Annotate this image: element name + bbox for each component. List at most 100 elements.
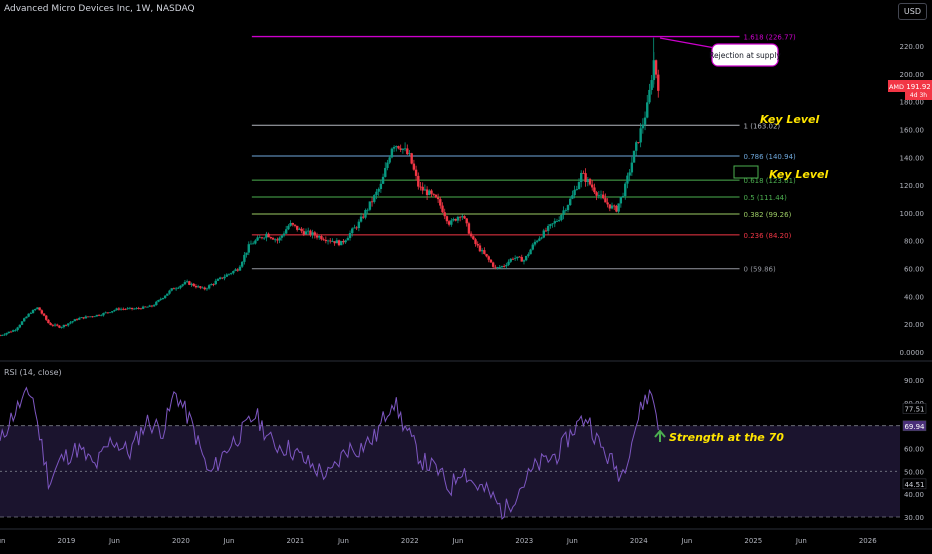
candle-body [342,240,345,243]
candle-body [267,233,270,238]
rsi-tick: 90.00 [904,377,924,385]
candle-body [362,216,365,218]
candle-body [573,189,576,196]
candle-body [566,205,570,211]
candle-body [1,335,4,336]
rejection-label: Rejection at supply [709,51,781,60]
candle-body [421,186,424,191]
candle-body [613,205,616,207]
candle-body [249,243,253,245]
candle-body [531,244,534,250]
price-tick: 20.00 [904,321,924,329]
time-tick: Jun [680,537,692,545]
candle-body [386,162,389,168]
candle-body [232,270,235,274]
candle-body [456,216,460,221]
candle-body [491,262,495,267]
candle-body [318,236,321,238]
candle-body [529,249,532,255]
candle-body [406,148,409,155]
candle-body [441,205,444,213]
candle-body [287,225,290,230]
rsi-tick: 30.00 [904,514,924,522]
candle-body [119,308,123,310]
candle-body [23,318,26,322]
candle-body [478,245,482,252]
candle-body [505,264,508,267]
candle-body [331,241,334,243]
candle-body [62,324,66,328]
candle-body [388,157,391,163]
candle-body [104,312,107,314]
candle-body [100,315,103,317]
candle-body [212,284,215,285]
fib-label: 0.786 (140.94) [744,153,796,161]
candle-body [463,216,466,219]
candle-body [78,318,81,320]
candle-body [392,146,396,149]
candle-body [619,196,623,204]
candle-body [546,225,550,231]
price-tick: 80.00 [904,238,924,246]
candle-body [130,307,134,310]
candle-body [205,288,209,290]
candle-body [188,281,191,285]
candle-body [366,209,369,211]
candle-body [179,285,182,288]
candle-body [322,239,325,241]
time-tick: 2023 [515,537,533,545]
candle-body [428,190,431,196]
candle-body [648,89,651,103]
candle-body [0,335,2,337]
candle-body [509,258,512,262]
candle-body [38,307,41,311]
candle-body [650,80,653,90]
candle-body [604,198,607,203]
candle-body [646,102,649,118]
candle-body [518,256,521,258]
candle-body [582,172,585,174]
rsi-value-badge [902,478,927,490]
time-tick: 2019 [57,537,75,545]
candle-body [53,324,57,326]
candle-body [432,193,435,195]
candle-body [216,279,220,281]
candle-body [12,330,15,332]
rsi-tick: 50.00 [904,468,924,476]
candle-body [218,277,222,280]
candle-body [498,267,501,268]
candle-body [214,280,217,285]
candle-body [535,240,539,242]
candle-body [496,267,499,268]
candle-body [69,322,72,324]
candle-body [73,319,77,322]
rsi-title[interactable]: RSI (14, close) [4,368,62,377]
symbol-title[interactable]: Advanced Micro Devices Inc, 1W, NASDAQ [4,4,195,14]
time-tick: Jun [108,537,120,545]
rsi-tick: 60.00 [904,446,924,454]
candle-body [588,179,592,185]
candle-body [190,283,193,285]
candle-body [480,250,484,252]
candle-body [108,312,112,314]
candle-body [97,314,101,316]
candle-body [417,175,420,187]
candle-body [370,201,374,203]
candle-body [269,237,272,239]
candle-body [124,308,127,310]
fib-label: 0.236 (84.20) [744,232,792,240]
candle-body [174,288,178,290]
candle-body [309,230,312,236]
price-tick: 0.0000 [900,349,925,357]
currency-button[interactable]: USD [897,3,927,20]
candle-body [516,256,519,259]
candle-body [29,313,33,314]
candle-body [542,230,545,238]
candle-body [49,323,52,326]
candle-body [183,282,187,285]
fib-label: 0 (59.86) [744,266,776,274]
candle-body [454,218,457,221]
candle-body [621,196,625,197]
candle-body [148,305,151,307]
